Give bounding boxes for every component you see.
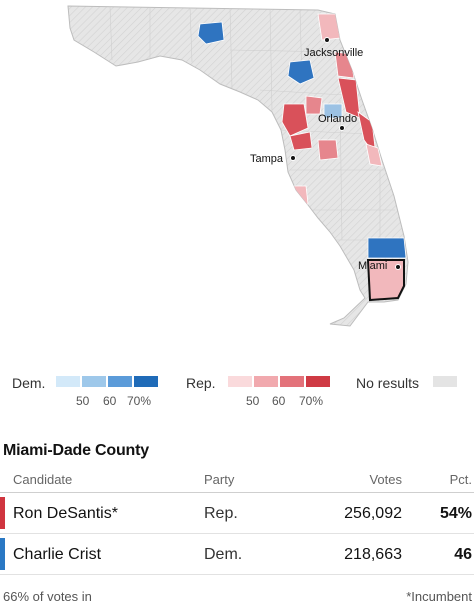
- candidate-party: Dem.: [204, 546, 243, 563]
- header-party: Party: [204, 472, 235, 487]
- county-borders: [109, 6, 402, 300]
- candidate-name: Charlie Crist: [13, 546, 102, 563]
- legend-rep-swatch-3: [280, 376, 304, 387]
- county-rep-hernando: [281, 103, 309, 137]
- florida-county-map: Jacksonville Orlando Tampa Miami: [67, 5, 409, 327]
- legend-rep-tick-70: 70%: [299, 394, 324, 408]
- city-tampa: Tampa: [250, 153, 296, 165]
- miami-dade-outline: [366, 259, 405, 302]
- florida-state-shape: [67, 5, 409, 327]
- legend-dem-swatch-4: [134, 376, 158, 387]
- city-miami: Miami: [358, 260, 401, 272]
- results-header-row: Candidate Party Votes Pct.: [0, 467, 474, 493]
- county-rep-polk: [317, 139, 339, 161]
- candidate-votes: 256,092: [344, 505, 402, 522]
- legend-dem-swatches: [56, 376, 158, 387]
- county-dem-dem-light: [323, 103, 343, 119]
- county-rep-sumter: [305, 95, 323, 115]
- legend-dem-tick-60: 60: [103, 394, 117, 408]
- header-candidate: Candidate: [13, 472, 73, 487]
- county-rep-duval: [317, 13, 341, 41]
- legend-rep-label: Rep.: [186, 375, 216, 391]
- county-rep-sarasota: [291, 185, 309, 207]
- county-dem-alachua: [287, 59, 315, 85]
- candidate-pct: 54%: [439, 505, 472, 522]
- legend-rep-swatches: [228, 376, 330, 387]
- city-jacksonville: Jacksonville: [304, 37, 363, 59]
- legend-no-results-swatch-wrap: [433, 376, 457, 387]
- county-rep-pasco: [289, 131, 313, 151]
- legend-dem-swatch-1: [56, 376, 80, 387]
- city-label-tampa: Tampa: [250, 153, 284, 165]
- legend-rep-swatch-4: [306, 376, 330, 387]
- party-color-bar: [0, 497, 5, 529]
- city-label-miami: Miami: [358, 260, 387, 272]
- county-dem-broward: [367, 237, 407, 259]
- candidate-votes: 218,663: [344, 546, 402, 563]
- legend-dem-swatch-3: [108, 376, 132, 387]
- map-legend: Dem. 50 60 70% Rep. 50 60 70% No results: [0, 372, 474, 412]
- party-color-bar: [0, 538, 5, 570]
- legend-rep-tick-60: 60: [272, 394, 286, 408]
- county-dem-panhandle: [197, 21, 225, 45]
- votes-reporting-text: 66% of votes in: [3, 589, 92, 604]
- header-pct: Pct.: [449, 472, 472, 487]
- table-row: Ron DeSantis* Rep. 256,092 54%: [0, 493, 474, 534]
- county-title: Miami-Dade County: [3, 442, 149, 459]
- incumbent-note: *Incumbent: [406, 589, 472, 604]
- legend-no-results-label: No results: [356, 375, 420, 391]
- city-orlando: Orlando: [318, 113, 357, 131]
- candidate-name: Ron DeSantis*: [13, 505, 118, 522]
- legend-dem-swatch-2: [82, 376, 106, 387]
- legend-rep-swatch-1: [228, 376, 252, 387]
- city-label-orlando: Orlando: [318, 113, 357, 125]
- results-table: Candidate Party Votes Pct. Ron DeSantis*…: [0, 467, 474, 575]
- header-votes: Votes: [369, 472, 402, 487]
- candidate-party: Rep.: [204, 505, 238, 522]
- county-rep-indianriver: [365, 143, 383, 167]
- legend-dem-label: Dem.: [12, 375, 46, 391]
- city-label-jacksonville: Jacksonville: [304, 47, 363, 59]
- table-row: Charlie Crist Dem. 218,663 46: [0, 534, 474, 575]
- legend-dem-tick-70: 70%: [127, 394, 152, 408]
- legend-dem-tick-50: 50: [76, 394, 90, 408]
- legend-no-results-swatch: [433, 376, 457, 387]
- candidate-pct: 46: [454, 546, 472, 563]
- legend-rep-tick-50: 50: [246, 394, 260, 408]
- legend-rep-swatch-2: [254, 376, 278, 387]
